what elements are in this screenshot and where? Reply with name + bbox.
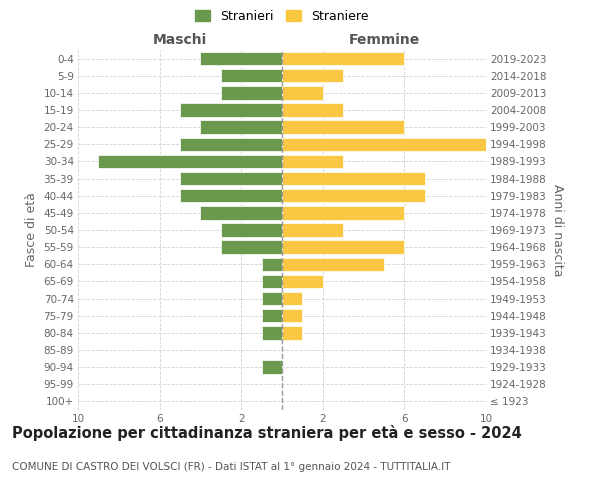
Bar xyxy=(262,292,282,306)
Bar xyxy=(262,360,282,374)
Bar xyxy=(282,52,404,66)
Bar xyxy=(180,138,282,151)
Bar xyxy=(200,206,282,220)
Bar xyxy=(282,258,384,271)
Bar xyxy=(262,274,282,288)
Bar xyxy=(282,86,323,100)
Bar xyxy=(282,240,404,254)
Legend: Stranieri, Straniere: Stranieri, Straniere xyxy=(190,5,374,28)
Bar xyxy=(200,120,282,134)
Bar xyxy=(282,120,404,134)
Bar xyxy=(282,206,404,220)
Bar xyxy=(221,224,282,236)
Bar xyxy=(180,104,282,117)
Bar xyxy=(200,52,282,66)
Bar xyxy=(282,172,425,186)
Bar xyxy=(262,258,282,271)
Bar xyxy=(282,138,486,151)
Text: Maschi: Maschi xyxy=(153,32,207,46)
Bar xyxy=(282,292,302,306)
Bar xyxy=(282,69,343,82)
Bar xyxy=(282,274,323,288)
Bar xyxy=(282,309,302,322)
Bar xyxy=(262,326,282,340)
Bar xyxy=(180,189,282,202)
Text: COMUNE DI CASTRO DEI VOLSCI (FR) - Dati ISTAT al 1° gennaio 2024 - TUTTITALIA.IT: COMUNE DI CASTRO DEI VOLSCI (FR) - Dati … xyxy=(12,462,451,472)
Text: Popolazione per cittadinanza straniera per età e sesso - 2024: Popolazione per cittadinanza straniera p… xyxy=(12,425,522,441)
Bar xyxy=(282,189,425,202)
Bar xyxy=(282,224,343,236)
Bar xyxy=(98,154,282,168)
Bar xyxy=(221,240,282,254)
Bar xyxy=(180,172,282,186)
Bar xyxy=(221,69,282,82)
Text: Femmine: Femmine xyxy=(349,32,419,46)
Y-axis label: Anni di nascita: Anni di nascita xyxy=(551,184,563,276)
Bar xyxy=(221,86,282,100)
Bar xyxy=(282,104,343,117)
Bar xyxy=(282,154,343,168)
Bar xyxy=(282,326,302,340)
Bar xyxy=(262,309,282,322)
Y-axis label: Fasce di età: Fasce di età xyxy=(25,192,38,268)
